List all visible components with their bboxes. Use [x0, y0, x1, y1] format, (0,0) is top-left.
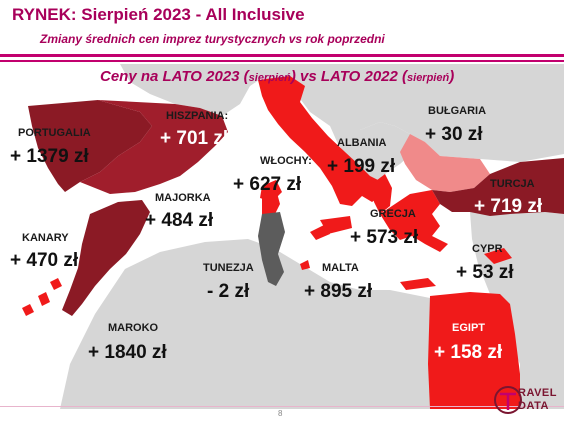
value-grecja: + 573 zł [350, 227, 419, 248]
region-bulgaria [400, 134, 490, 192]
label-majorka: MAJORKA [155, 192, 211, 204]
page-title: RYNEK: Sierpień 2023 - All Inclusive [12, 5, 305, 24]
logo-mark-icon [494, 386, 522, 414]
page-subtitle: Zmiany średnich cen imprez turystycznych… [40, 32, 385, 46]
label-bulgaria: BUŁGARIA [428, 105, 487, 117]
region-hiszpania [80, 100, 228, 194]
region-albania [372, 174, 392, 214]
value-portugalia: + 1379 zł [10, 146, 89, 167]
region-wlochy [258, 76, 384, 206]
label-cypr: CYPR [472, 243, 503, 255]
region-grecja [380, 190, 448, 252]
value-hiszpania: + 701 zł [160, 128, 229, 149]
land-north-europe [120, 64, 564, 162]
region-malta [300, 260, 310, 270]
value-wlochy: + 627 zł [233, 174, 302, 195]
label-maroko: MAROKO [108, 322, 159, 334]
footer-divider [0, 406, 564, 407]
value-malta: + 895 zł [304, 281, 373, 302]
map-title: Ceny na LATO 2023 (sierpień) vs LATO 202… [100, 68, 455, 85]
label-portugalia: PORTUGALIA [18, 127, 91, 139]
value-maroko: + 1840 zł [88, 342, 167, 363]
travel-data-logo: RAVEL DATA [492, 384, 562, 420]
header-divider-bottom [0, 60, 564, 62]
value-tunezja: - 2 zł [207, 281, 250, 302]
region-sardynia [262, 182, 280, 220]
land-balkans [330, 122, 425, 184]
label-egipt: EGIPT [452, 322, 486, 334]
map-svg [22, 19, 564, 409]
label-kanary: KANARY [22, 232, 69, 244]
label-hiszpania: HISZPANIA: [166, 110, 229, 122]
region-maroko [62, 200, 150, 316]
value-turcja: + 719 zł [474, 196, 543, 217]
region-tunezja [258, 212, 285, 286]
logo-text-top: RAVEL [518, 387, 557, 399]
header-divider-top [0, 54, 564, 57]
map-area [0, 19, 564, 409]
value-albania: + 199 zł [327, 156, 396, 177]
region-cypr [484, 248, 512, 264]
header: RYNEK: Sierpień 2023 - All Inclusive Zmi… [0, 0, 564, 64]
label-albania: ALBANIA [337, 137, 387, 149]
region-kanary [22, 278, 62, 316]
region-egipt [428, 292, 520, 409]
region-turcja [432, 158, 564, 216]
label-tunezja: TUNEZJA [203, 262, 254, 274]
label-wlochy: WŁOCHY: [260, 155, 312, 167]
region-kreta [400, 278, 436, 290]
label-turcja: TURCJA [490, 178, 535, 190]
value-kanary: + 470 zł [10, 250, 79, 271]
label-malta: MALTA [322, 262, 359, 274]
page-number: 8 [278, 409, 283, 418]
land-north-africa [60, 239, 440, 409]
value-bulgaria: + 30 zł [425, 124, 483, 145]
region-ionian-island [310, 224, 330, 240]
value-majorka: + 484 zł [145, 210, 214, 231]
value-cypr: + 53 zł [456, 262, 514, 283]
value-egipt: + 158 zł [434, 342, 503, 363]
label-grecja: GRECJA [370, 208, 416, 220]
region-portugalia [28, 100, 152, 192]
logo-text-bottom: DATA [518, 400, 549, 412]
